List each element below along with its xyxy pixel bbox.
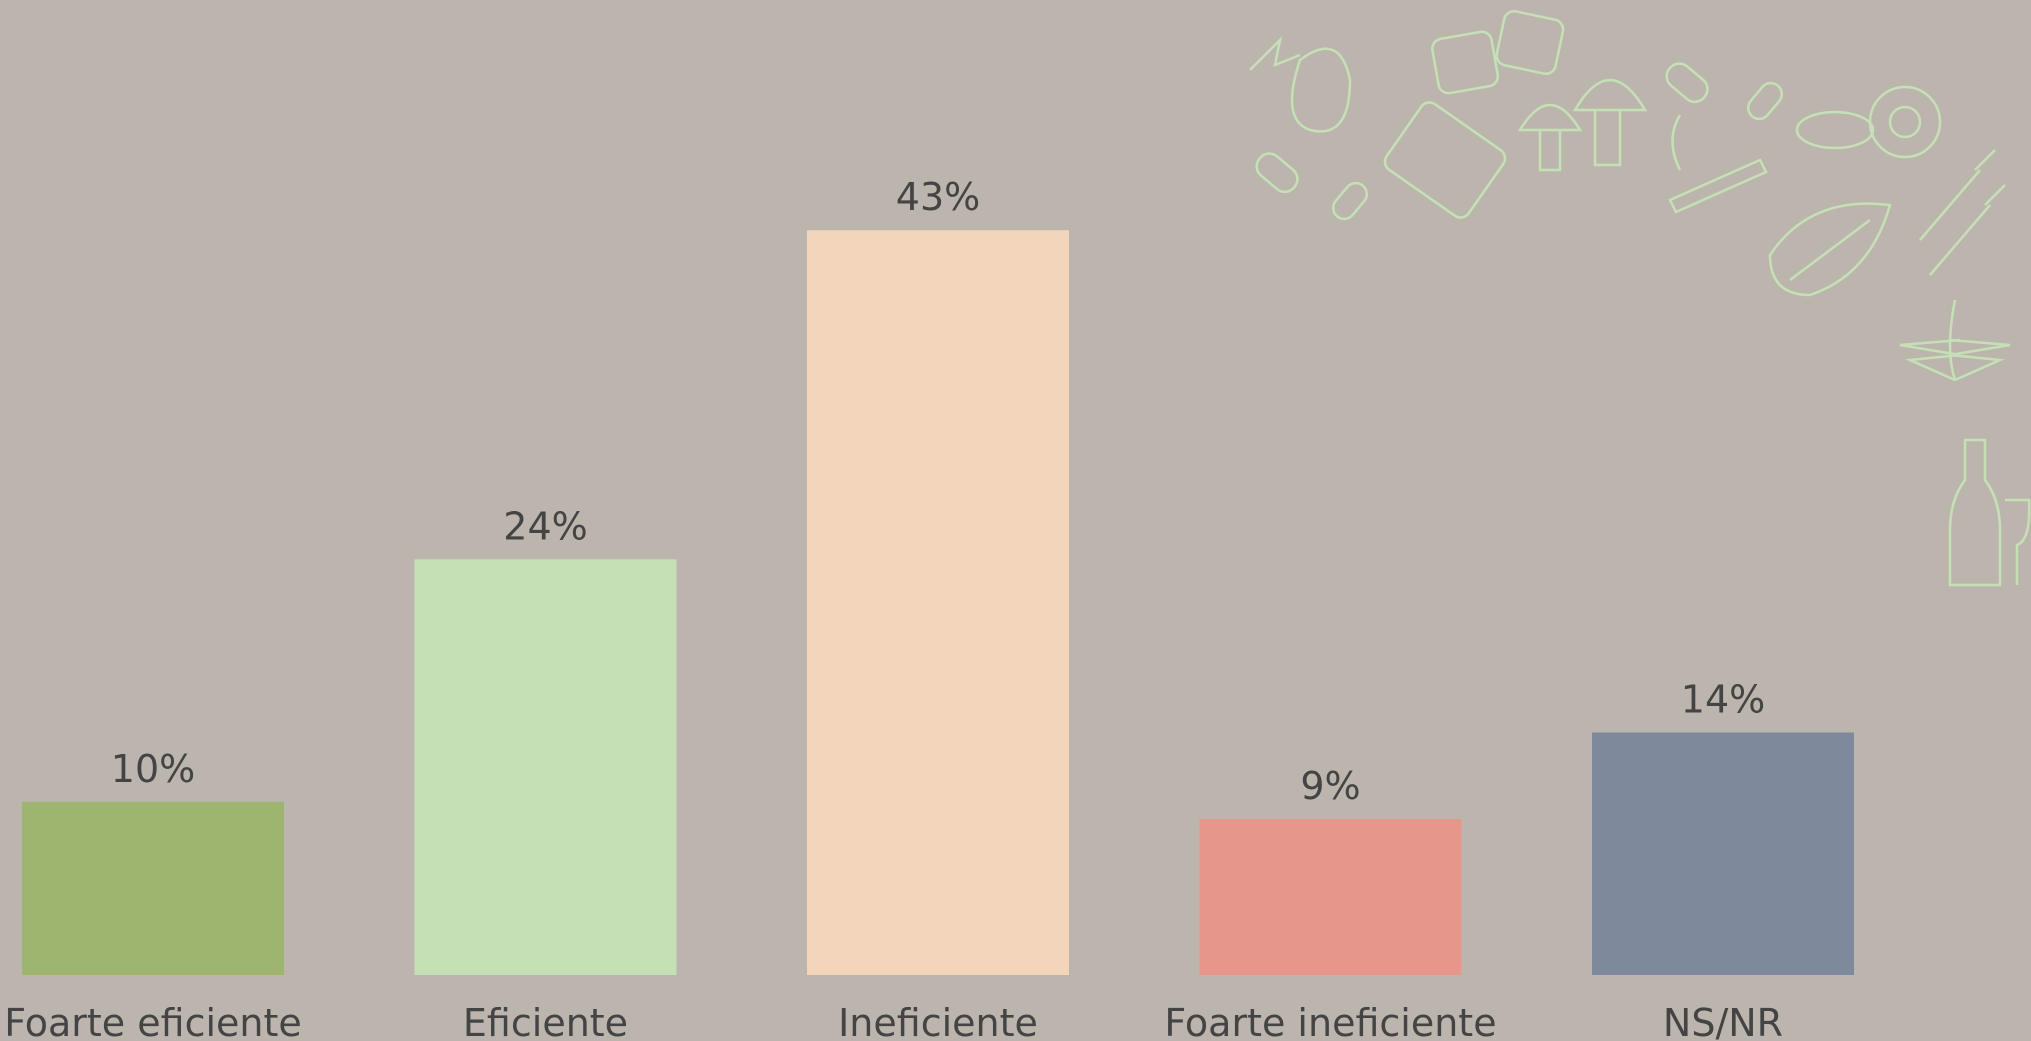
- bar: [807, 230, 1069, 976]
- value-label: 10%: [111, 747, 195, 791]
- bar: [1199, 819, 1462, 975]
- x-tick-label: Foarte ineficiente: [1164, 1001, 1496, 1041]
- x-tick-label: Eficiente: [463, 1001, 628, 1041]
- x-tick-label: Foarte eficiente: [4, 1001, 302, 1041]
- value-label: 43%: [896, 175, 980, 219]
- bar: [1592, 732, 1854, 975]
- value-label: 24%: [503, 504, 587, 548]
- decoration: [1249, 9, 2031, 587]
- x-tick-label: Ineficiente: [838, 1001, 1038, 1041]
- value-label: 14%: [1681, 678, 1765, 722]
- bar: [414, 559, 677, 975]
- bar: [22, 801, 284, 975]
- x-tick-label: NS/NR: [1663, 1001, 1783, 1041]
- value-label: 9%: [1300, 764, 1360, 808]
